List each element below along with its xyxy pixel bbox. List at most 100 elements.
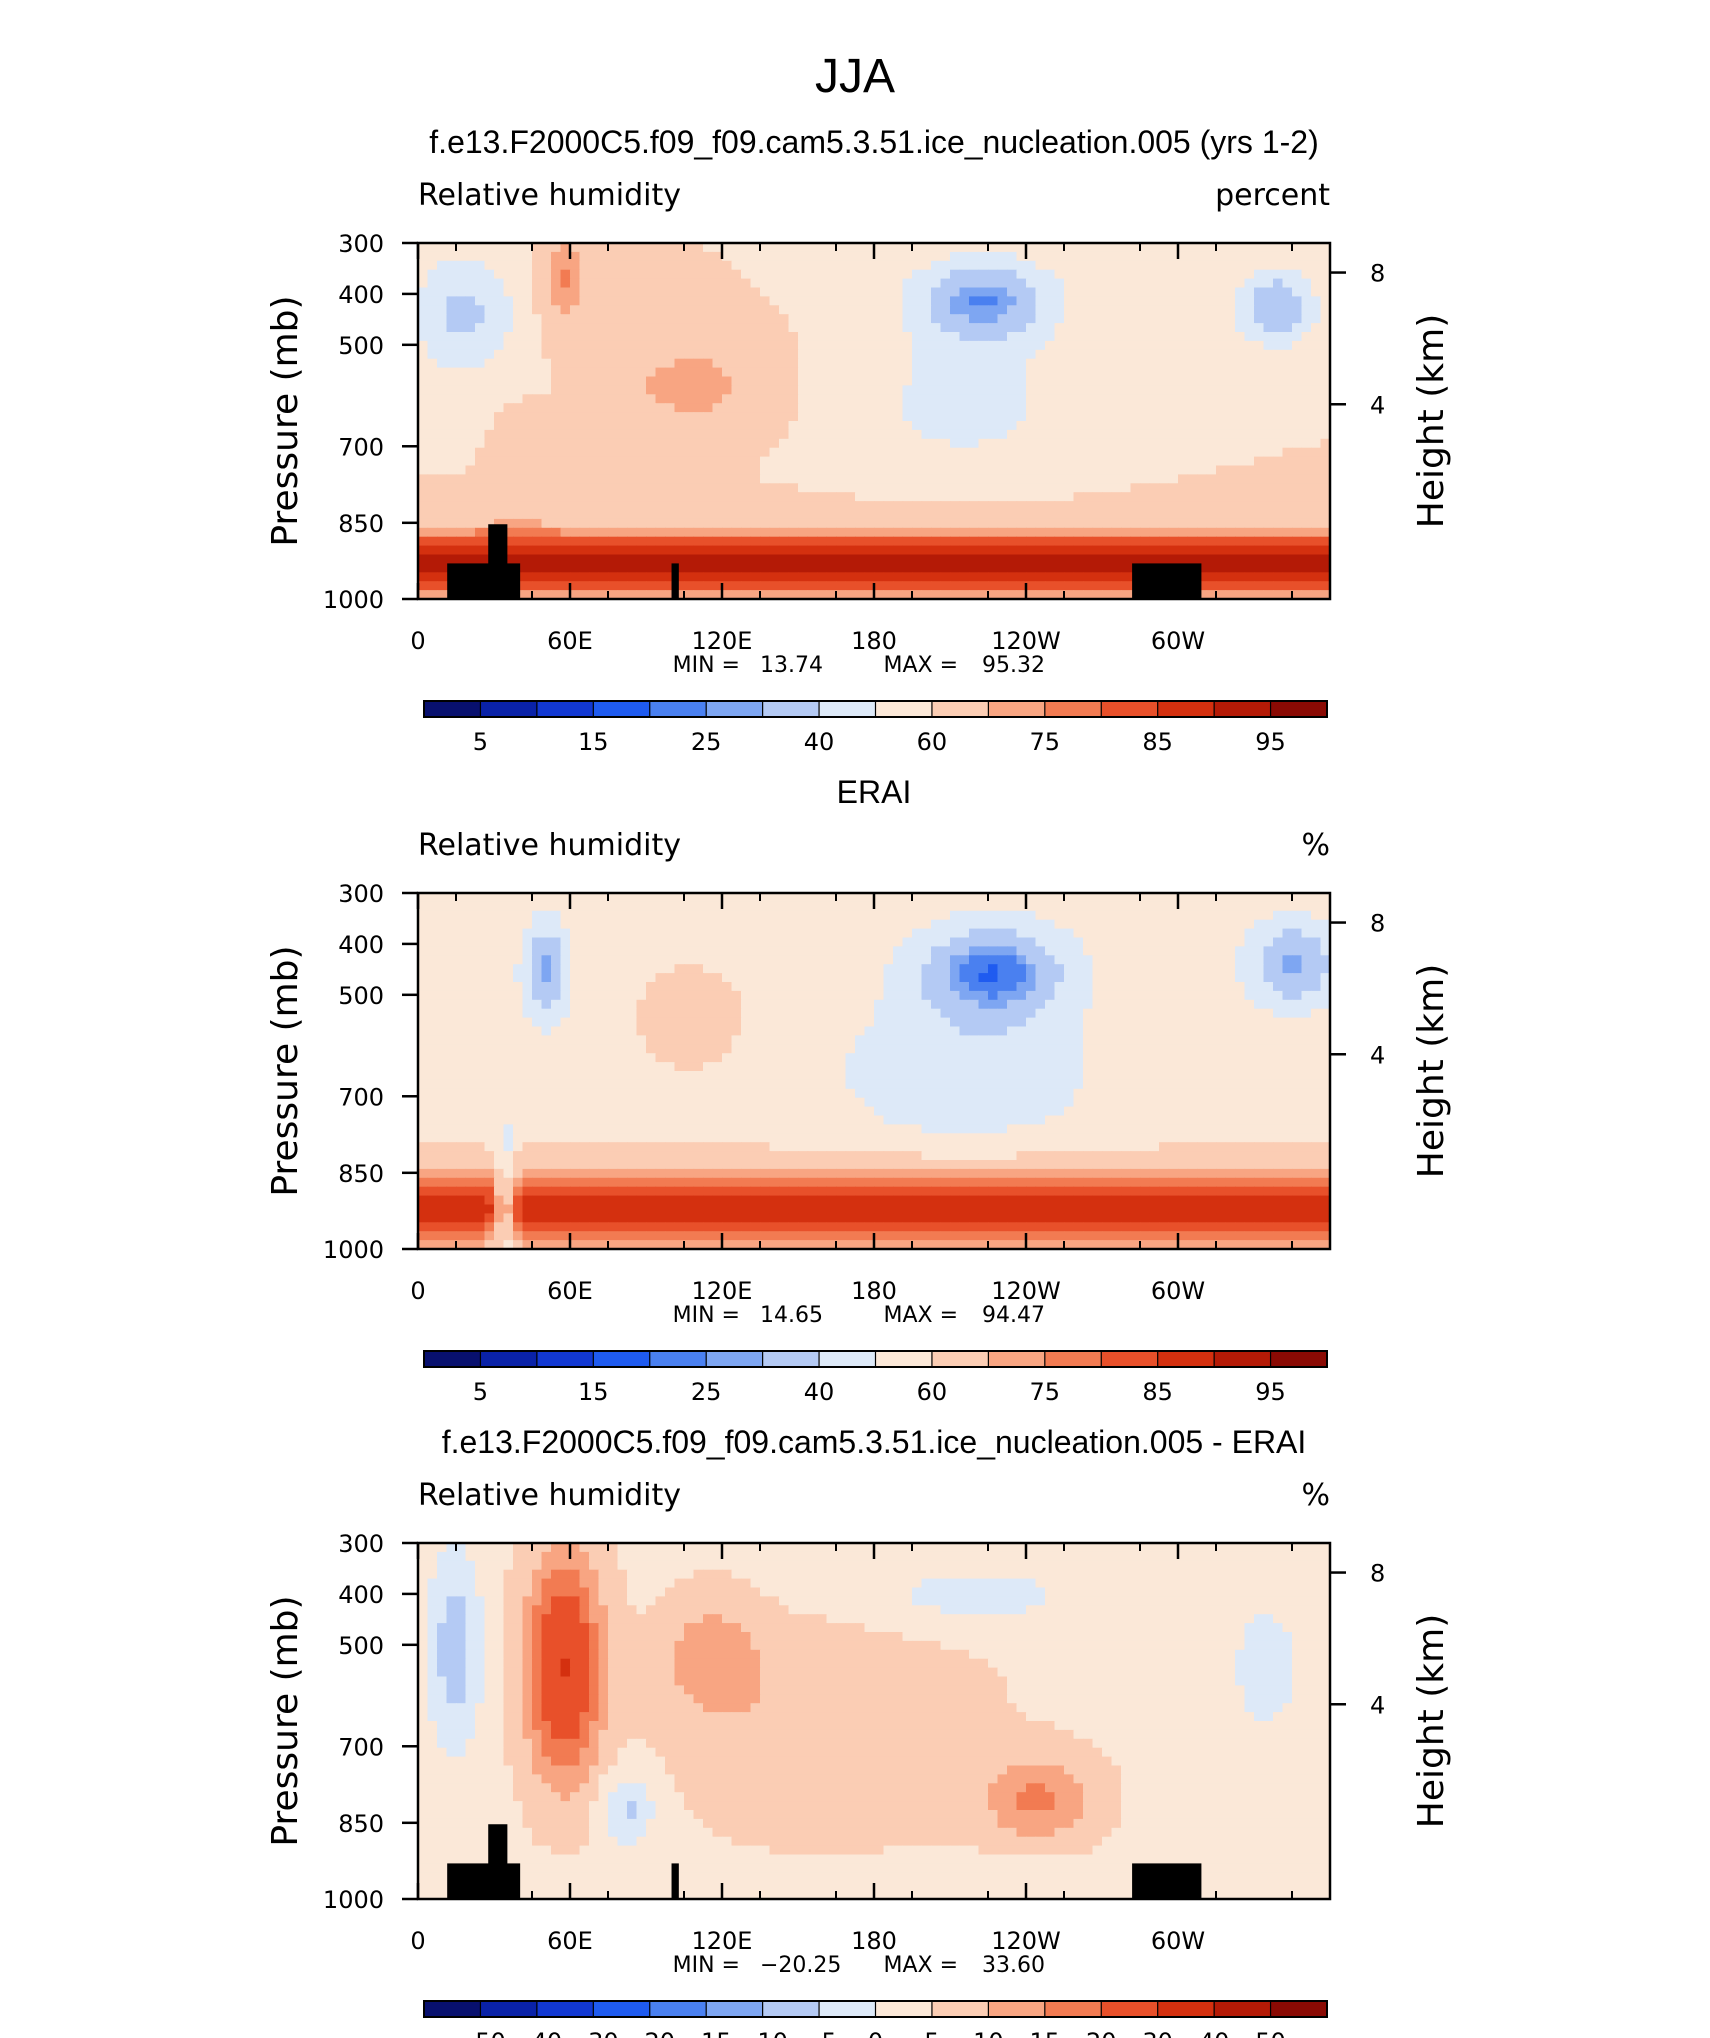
- contour-cell: [494, 901, 505, 912]
- contour-cell: [1102, 340, 1113, 351]
- contour-cell: [750, 492, 761, 502]
- contour-cell: [1197, 581, 1208, 591]
- contour-cell: [1244, 563, 1255, 573]
- contour-cell: [655, 492, 666, 502]
- contour-cell: [684, 590, 695, 600]
- contour-cell: [1054, 421, 1065, 431]
- contour-cell: [1187, 385, 1198, 395]
- contour-cell: [703, 376, 714, 386]
- contour-cell: [1073, 590, 1084, 600]
- contour-cell: [1121, 421, 1132, 431]
- contour-cell: [418, 349, 429, 360]
- contour-cell: [769, 955, 780, 965]
- contour-cell: [541, 412, 552, 422]
- contour-cell: [646, 973, 657, 983]
- x-tick-label: 0: [410, 627, 425, 655]
- contour-cell: [589, 403, 600, 413]
- contour-cell: [1301, 973, 1312, 983]
- contour-cell: [693, 429, 704, 440]
- contour-cell: [959, 332, 970, 342]
- contour-cell: [1121, 358, 1132, 369]
- contour-cell: [1140, 332, 1151, 342]
- contour-cell: [589, 572, 600, 582]
- contour-cell: [437, 964, 448, 974]
- contour-cell: [513, 492, 524, 502]
- contour-cell: [931, 287, 942, 297]
- contour-cell: [1235, 501, 1246, 511]
- contour-cell: [665, 501, 676, 511]
- contour-cell: [760, 323, 771, 333]
- contour-cell: [845, 314, 856, 324]
- contour-cell: [731, 438, 742, 449]
- contour-cell: [1235, 385, 1246, 395]
- contour-cell: [893, 429, 904, 440]
- contour-cell: [465, 973, 476, 983]
- contour-cell: [522, 251, 533, 262]
- contour-cell: [541, 367, 552, 378]
- contour-cell: [418, 510, 429, 520]
- contour-cell: [978, 492, 989, 502]
- contour-cell: [1244, 323, 1255, 333]
- contour-cell: [418, 590, 429, 600]
- contour-cell: [1292, 412, 1303, 422]
- contour-cell: [988, 367, 999, 378]
- contour-cell: [826, 367, 837, 378]
- contour-cell: [959, 287, 970, 297]
- contour-cell: [817, 501, 828, 511]
- contour-cell: [1263, 492, 1274, 502]
- contour-cell: [1083, 340, 1094, 351]
- contour-cell: [817, 385, 828, 395]
- contour-cell: [703, 946, 714, 956]
- contour-cell: [779, 964, 790, 974]
- contour-cell: [807, 421, 818, 431]
- contour-cell: [855, 910, 866, 921]
- contour-cell: [693, 474, 704, 484]
- contour-cell: [627, 260, 638, 271]
- contour-cell: [1102, 492, 1113, 502]
- contour-cell: [1311, 403, 1322, 413]
- contour-cell: [988, 465, 999, 475]
- contour-cell: [1216, 314, 1227, 324]
- contour-cell: [1073, 937, 1084, 947]
- contour-cell: [1244, 367, 1255, 378]
- contour-cell: [883, 429, 894, 440]
- contour-cell: [693, 946, 704, 956]
- contour-cell: [950, 412, 961, 422]
- contour-cell: [1235, 429, 1246, 440]
- contour-cell: [1092, 982, 1103, 992]
- contour-cell: [921, 910, 932, 921]
- contour-cell: [1102, 438, 1113, 449]
- contour-cell: [522, 296, 533, 306]
- contour-cell: [1054, 332, 1065, 342]
- contour-cell: [1282, 536, 1293, 547]
- contour-cell: [1292, 510, 1303, 520]
- contour-cell: [760, 421, 771, 431]
- contour-cell: [836, 946, 847, 956]
- contour-cell: [655, 349, 666, 360]
- contour-cell: [883, 385, 894, 395]
- contour-cell: [883, 394, 894, 404]
- contour-cell: [988, 260, 999, 271]
- contour-cell: [541, 421, 552, 431]
- contour-cell: [807, 964, 818, 974]
- contour-cell: [959, 438, 970, 449]
- contour-cell: [855, 340, 866, 351]
- contour-cell: [484, 447, 495, 458]
- contour-cell: [1159, 269, 1170, 280]
- contour-cell: [693, 376, 704, 386]
- contour-cell: [1121, 893, 1132, 903]
- contour-cell: [1178, 536, 1189, 547]
- contour-cell: [475, 527, 486, 538]
- contour-cell: [978, 527, 989, 538]
- contour-cell: [703, 287, 714, 297]
- contour-cell: [693, 510, 704, 520]
- contour-cell: [1073, 536, 1084, 547]
- contour-cell: [427, 456, 438, 467]
- contour-cell: [788, 554, 799, 564]
- contour-cell: [1311, 251, 1322, 262]
- contour-cell: [1016, 251, 1027, 262]
- contour-cell: [1102, 260, 1113, 271]
- contour-cell: [646, 287, 657, 297]
- contour-cell: [969, 946, 980, 956]
- contour-cell: [712, 305, 723, 315]
